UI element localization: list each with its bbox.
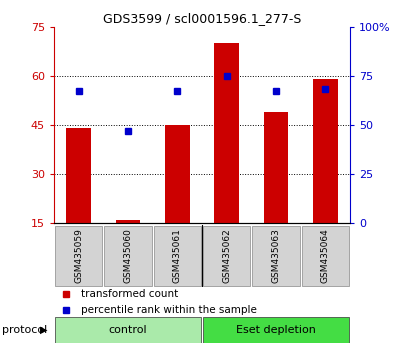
Bar <box>264 112 288 223</box>
Text: protocol: protocol <box>2 325 47 335</box>
Title: GDS3599 / scl0001596.1_277-S: GDS3599 / scl0001596.1_277-S <box>103 12 301 25</box>
Bar <box>55 226 102 285</box>
Bar <box>116 220 140 223</box>
Bar <box>55 317 201 343</box>
Text: transformed count: transformed count <box>81 289 178 299</box>
Text: Eset depletion: Eset depletion <box>236 325 316 335</box>
Bar <box>252 226 300 285</box>
Text: control: control <box>109 325 147 335</box>
Bar <box>302 226 349 285</box>
Bar <box>66 128 91 223</box>
Text: GSM435063: GSM435063 <box>272 228 280 283</box>
Text: GSM435060: GSM435060 <box>124 228 132 283</box>
Bar <box>313 79 338 223</box>
Bar <box>203 226 250 285</box>
Bar <box>165 125 190 223</box>
Text: GSM435064: GSM435064 <box>321 228 330 283</box>
Text: GSM435062: GSM435062 <box>222 228 231 283</box>
Bar <box>203 317 349 343</box>
Text: GSM435059: GSM435059 <box>74 228 83 283</box>
Text: GSM435061: GSM435061 <box>173 228 182 283</box>
Text: percentile rank within the sample: percentile rank within the sample <box>81 305 256 315</box>
Text: ▶: ▶ <box>40 325 48 335</box>
Bar <box>154 226 201 285</box>
Bar <box>214 43 239 223</box>
Bar <box>104 226 152 285</box>
